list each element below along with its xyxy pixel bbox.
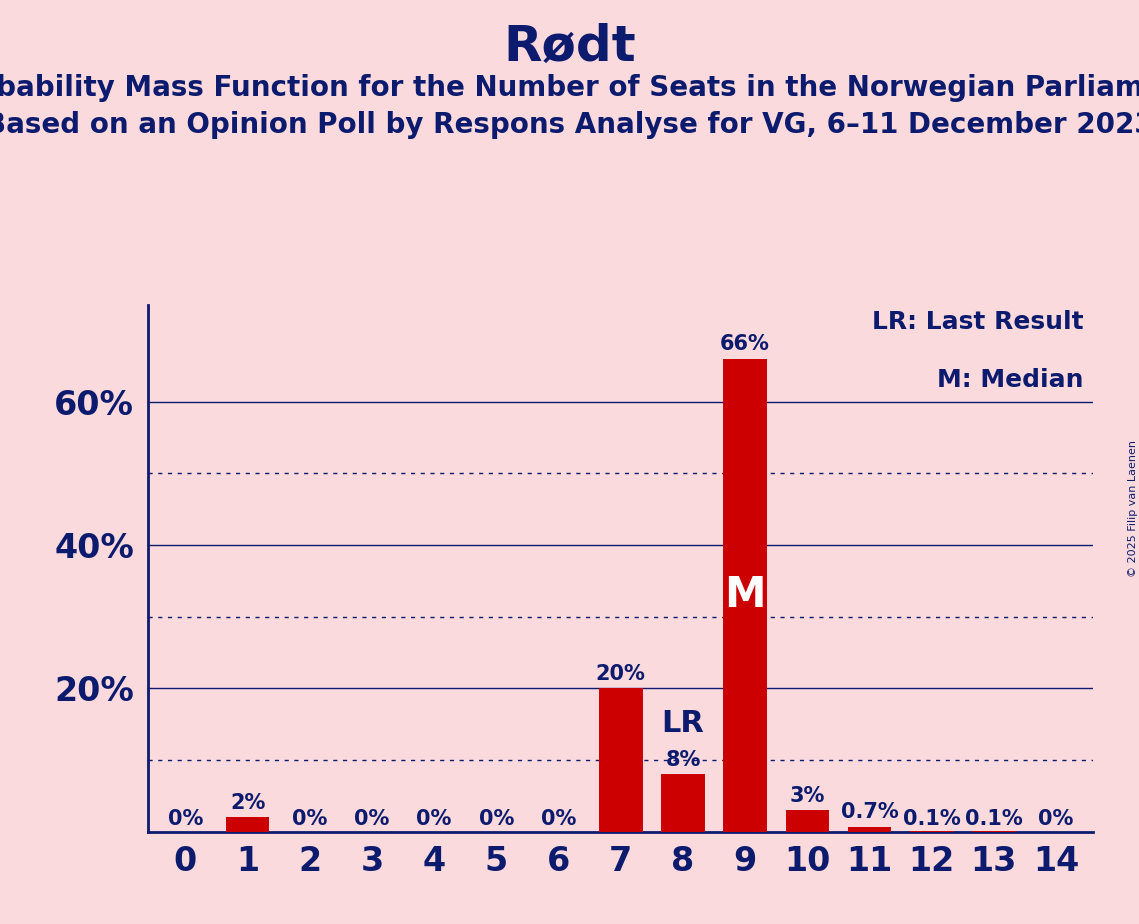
Bar	[847, 827, 892, 832]
Text: 8%: 8%	[665, 750, 700, 770]
Bar	[661, 774, 705, 832]
Text: 0%: 0%	[354, 808, 390, 829]
Text: 0%: 0%	[292, 808, 328, 829]
Text: LR: Last Result: LR: Last Result	[872, 310, 1084, 334]
Text: © 2025 Filip van Laenen: © 2025 Filip van Laenen	[1129, 440, 1138, 577]
Text: 0.1%: 0.1%	[965, 808, 1023, 829]
Bar	[723, 359, 767, 832]
Text: M: M	[724, 574, 765, 616]
Text: 0.1%: 0.1%	[903, 808, 960, 829]
Bar	[786, 810, 829, 832]
Text: Probability Mass Function for the Number of Seats in the Norwegian Parliament: Probability Mass Function for the Number…	[0, 74, 1139, 102]
Text: 0%: 0%	[1039, 808, 1074, 829]
Text: 2%: 2%	[230, 793, 265, 813]
Text: 0.7%: 0.7%	[841, 802, 899, 822]
Bar	[226, 817, 269, 832]
Text: 0%: 0%	[478, 808, 514, 829]
Text: 3%: 3%	[789, 785, 825, 806]
Bar	[599, 688, 642, 832]
Text: 0%: 0%	[167, 808, 203, 829]
Text: M: Median: M: Median	[937, 368, 1084, 392]
Text: LR: LR	[662, 710, 704, 738]
Text: 66%: 66%	[720, 334, 770, 355]
Text: 20%: 20%	[596, 664, 646, 684]
Text: 0%: 0%	[541, 808, 576, 829]
Text: 0%: 0%	[417, 808, 452, 829]
Text: Based on an Opinion Poll by Respons Analyse for VG, 6–11 December 2023: Based on an Opinion Poll by Respons Anal…	[0, 111, 1139, 139]
Text: Rødt: Rødt	[503, 23, 636, 71]
